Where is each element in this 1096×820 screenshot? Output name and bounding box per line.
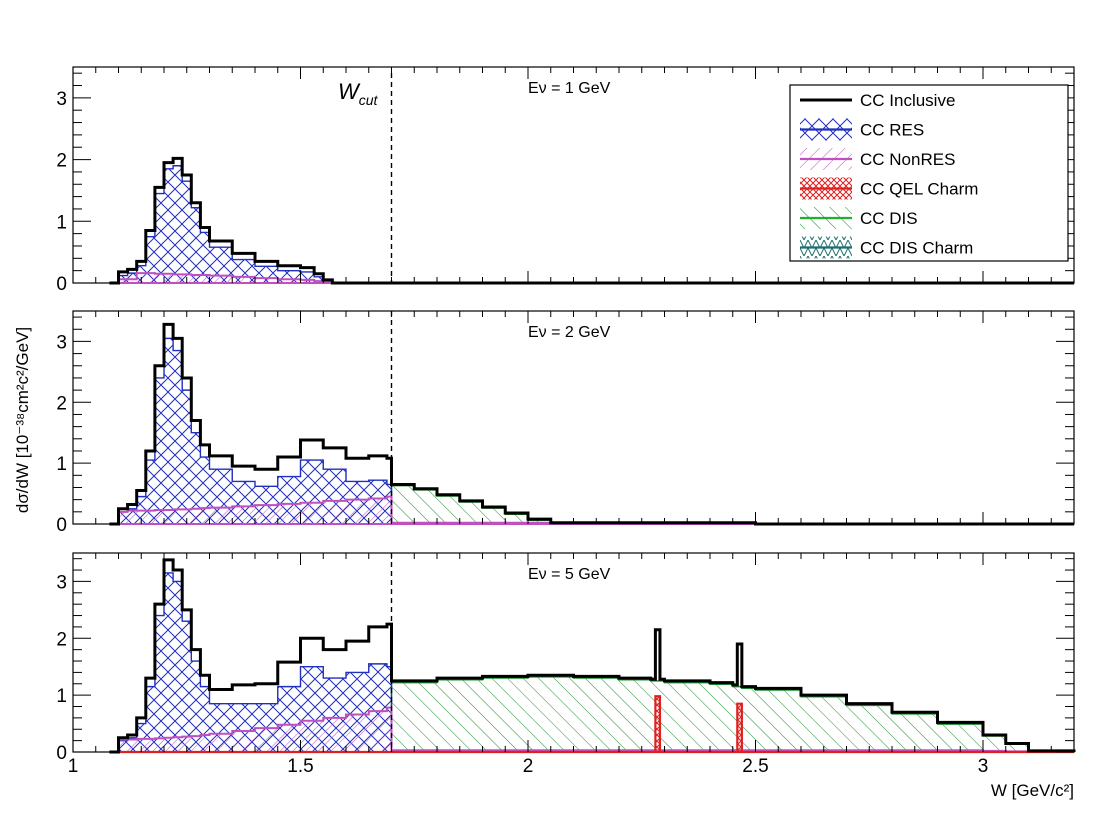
panel-2: 0 1 2 3 Eν = 2 GeV (56, 310, 1075, 536)
x-tick-label: 1.5 (287, 756, 313, 777)
legend-items: CC Inclusive CC RES CC NonRES CC QEL Charm C… (800, 91, 978, 259)
x-tick-label: 3 (978, 756, 989, 777)
panel-label: Eν = 2 GeV (528, 324, 611, 341)
y-tick-label: 2 (56, 151, 67, 172)
legend-label: CC NonRES (860, 150, 955, 169)
legend-entry-res: CC RES (800, 118, 924, 141)
series-cc-inclusive-panel-1 (109, 156, 1074, 285)
legend-entry-qelcharm: CC QEL Charm (800, 177, 978, 200)
series-cc-inclusive-panel-3 (109, 558, 1076, 754)
legend-label: CC RES (860, 121, 924, 140)
wcut-label: Wcut (338, 79, 379, 108)
panel-label: Eν = 1 GeV (528, 80, 611, 97)
x-tick-label: 1 (68, 756, 79, 777)
legend-label: CC DIS Charm (860, 239, 973, 258)
series-cc-nonres-panel-3 (109, 706, 1074, 753)
x-tick-label: 2 (523, 756, 534, 777)
legend-entry-nonres: CC NonRES (800, 148, 955, 170)
legend-label: CC Inclusive (860, 91, 955, 110)
series-cc-inclusive-panel-2 (109, 322, 1074, 526)
legend-label: CC QEL Charm (860, 180, 978, 199)
legend-entry-dis: CC DIS (800, 207, 918, 229)
y-tick-label: 0 (56, 743, 67, 764)
y-tick-label: 0 (56, 515, 67, 536)
x-axis-label: W [GeV/c²] (991, 781, 1074, 800)
y-tick-label: 3 (56, 332, 67, 353)
x-tick-label: 2.5 (742, 756, 768, 777)
y-axis-label: dσ/dW [10⁻³⁸cm²c²/GeV] (13, 327, 32, 513)
legend-label: CC DIS (860, 209, 918, 228)
wcut-label-main: W (338, 79, 361, 104)
y-tick-label: 3 (56, 89, 67, 110)
legend-entry-inclusive: CC Inclusive (800, 91, 955, 110)
y-tick-label: 1 (56, 212, 67, 233)
legend-entry-dischar: CC DIS Charm (800, 236, 973, 259)
y-tick-label: 2 (56, 629, 67, 650)
y-tick-label: 2 (56, 393, 67, 414)
legend-box (789, 84, 1069, 262)
y-tick-label: 1 (56, 454, 67, 475)
y-tick-label: 0 (56, 274, 67, 295)
legend: CC Inclusive CC RES CC NonRES CC QEL Charm C… (789, 84, 1069, 262)
wcut-label-sub: cut (359, 92, 379, 108)
y-tick-label: 3 (56, 572, 67, 593)
panel-label: Eν = 5 GeV (528, 566, 611, 583)
y-tick-label: 1 (56, 686, 67, 707)
